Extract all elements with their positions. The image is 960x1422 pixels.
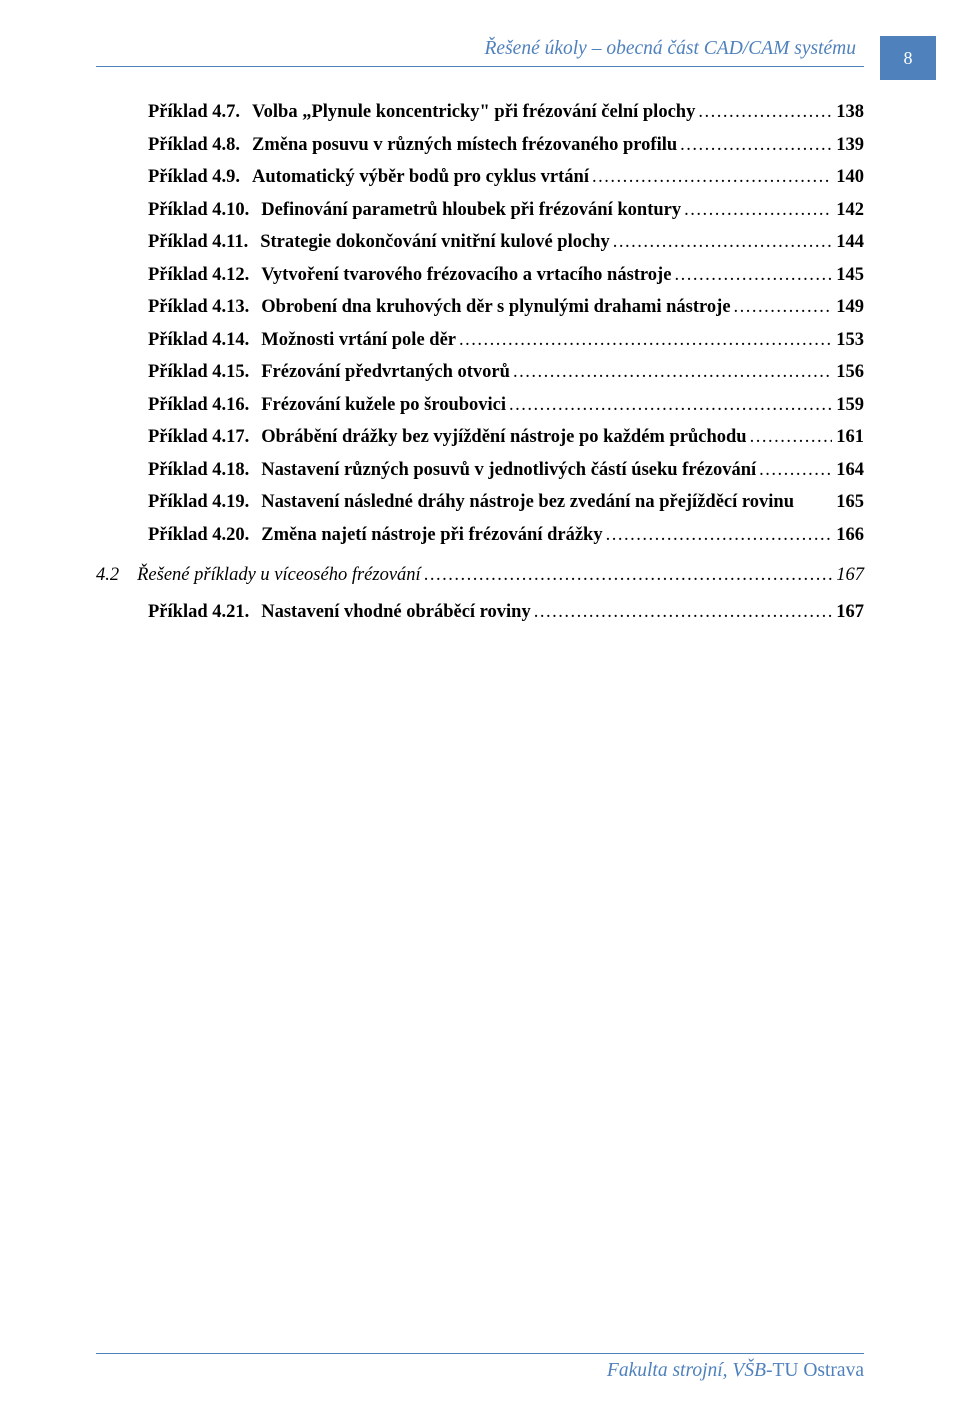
toc-entry-title: Strategie dokončování vnitřní kulové plo…	[260, 233, 609, 252]
running-title: Řešené úkoly – obecná část CAD/CAM systé…	[96, 38, 864, 67]
toc-item[interactable]: Příklad 4.13.Obrobení dna kruhových děr …	[96, 298, 864, 317]
toc-leader: ........................................…	[610, 233, 833, 252]
toc-leader: ........................................…	[677, 136, 832, 155]
toc-entry-page: 139	[832, 136, 864, 155]
toc-item[interactable]: Příklad 4.10.Definování parametrů hloube…	[96, 201, 864, 220]
toc-entry-title: Frézování kužele po šroubovici	[261, 396, 506, 415]
toc-entry-label: Příklad 4.20.	[148, 526, 261, 545]
toc-entry-label: Příklad 4.9.	[148, 168, 252, 187]
toc-entry-page: 166	[832, 526, 864, 545]
toc-entry-page: 149	[832, 298, 864, 317]
toc-item[interactable]: Příklad 4.17.Obrábění drážky bez vyjíždě…	[96, 428, 864, 447]
toc-leader: ........................................…	[695, 103, 832, 122]
toc-entry-label: Příklad 4.12.	[148, 266, 261, 285]
toc-entry-title: Automatický výběr bodů pro cyklus vrtání	[252, 168, 589, 187]
toc-entry-title: Změna posuvu v různých místech frézované…	[252, 136, 677, 155]
toc-entry-label: Příklad 4.14.	[148, 331, 261, 350]
toc-leader: ........................................…	[671, 266, 832, 285]
toc-entry-label: Příklad 4.17.	[148, 428, 261, 447]
toc-entry-label: Příklad 4.19.	[148, 493, 261, 512]
toc-leader: ........................................…	[510, 363, 832, 382]
toc-entry-title: Nastavení následné dráhy nástroje bez zv…	[261, 493, 832, 512]
toc-item[interactable]: Příklad 4.12.Vytvoření tvarového frézova…	[96, 266, 864, 285]
toc-entry-title: Obrábění drážky bez vyjíždění nástroje p…	[261, 428, 746, 447]
toc-entry-label: Příklad 4.8.	[148, 136, 252, 155]
table-of-contents: Příklad 4.7.Volba „Plynule koncentricky"…	[96, 103, 864, 621]
toc-item[interactable]: Příklad 4.16.Frézování kužele po šroubov…	[96, 396, 864, 415]
toc-entry-label: Příklad 4.21.	[148, 603, 261, 622]
footer-text-italic: Fakulta strojní, VŠB	[607, 1360, 766, 1381]
toc-leader: ........................................…	[756, 461, 832, 480]
toc-entry-page: 167	[832, 566, 864, 585]
toc-item[interactable]: Příklad 4.8.Změna posuvu v různých míste…	[96, 136, 864, 155]
toc-entry-label: Příklad 4.10.	[148, 201, 261, 220]
toc-entry-page: 167	[832, 603, 864, 622]
toc-entry-page: 142	[832, 201, 864, 220]
toc-entry-page: 144	[832, 233, 864, 252]
toc-item[interactable]: Příklad 4.11.Strategie dokončování vnitř…	[96, 233, 864, 252]
page: Řešené úkoly – obecná část CAD/CAM systé…	[0, 0, 960, 1422]
toc-entry-title: Frézování předvrtaných otvorů	[261, 363, 510, 382]
page-number: 8	[904, 48, 913, 69]
toc-item[interactable]: Příklad 4.20.Změna najetí nástroje při f…	[96, 526, 864, 545]
toc-leader: ........................................…	[421, 566, 833, 585]
toc-entry-title: Nastavení vhodné obráběcí roviny	[261, 603, 530, 622]
toc-entry-title: Změna najetí nástroje při frézování dráž…	[261, 526, 602, 545]
toc-entry-label: 4.2	[96, 566, 137, 585]
toc-section[interactable]: 4.2Řešené příklady u víceosého frézování…	[96, 566, 864, 585]
toc-entry-label: Příklad 4.16.	[148, 396, 261, 415]
toc-item[interactable]: Příklad 4.18.Nastavení různých posuvů v …	[96, 461, 864, 480]
page-number-box: 8	[880, 36, 936, 80]
running-header: Řešené úkoly – obecná část CAD/CAM systé…	[96, 38, 864, 67]
toc-entry-label: Příklad 4.18.	[148, 461, 261, 480]
toc-entry-page: 153	[832, 331, 864, 350]
toc-entry-title: Vytvoření tvarového frézovacího a vrtací…	[261, 266, 671, 285]
toc-entry-page: 159	[832, 396, 864, 415]
toc-item[interactable]: Příklad 4.14.Možnosti vrtání pole děr...…	[96, 331, 864, 350]
toc-leader: ........................................…	[456, 331, 832, 350]
toc-item[interactable]: Příklad 4.7.Volba „Plynule koncentricky"…	[96, 103, 864, 122]
toc-entry-label: Příklad 4.13.	[148, 298, 261, 317]
toc-item[interactable]: Příklad 4.21.Nastavení vhodné obráběcí r…	[96, 603, 864, 622]
toc-entry-title: Definování parametrů hloubek při frézová…	[261, 201, 681, 220]
toc-leader: ........................................…	[531, 603, 833, 622]
toc-entry-page: 164	[832, 461, 864, 480]
toc-entry-label: Příklad 4.15.	[148, 363, 261, 382]
toc-item[interactable]: Příklad 4.9.Automatický výběr bodů pro c…	[96, 168, 864, 187]
toc-entry-title: Nastavení různých posuvů v jednotlivých …	[261, 461, 756, 480]
toc-item[interactable]: Příklad 4.15.Frézování předvrtaných otvo…	[96, 363, 864, 382]
toc-entry-page: 165	[832, 493, 864, 512]
toc-entry-label: Příklad 4.7.	[148, 103, 252, 122]
toc-item[interactable]: Příklad 4.19.Nastavení následné dráhy ná…	[96, 493, 864, 512]
toc-leader: ........................................…	[681, 201, 832, 220]
toc-leader: ........................................…	[506, 396, 832, 415]
toc-leader: ........................................…	[747, 428, 833, 447]
toc-leader: ........................................…	[589, 168, 832, 187]
toc-entry-page: 145	[832, 266, 864, 285]
toc-leader: ........................................…	[731, 298, 833, 317]
toc-entry-page: 161	[832, 428, 864, 447]
toc-entry-title: Řešené příklady u víceosého frézování	[137, 566, 421, 585]
toc-entry-page: 138	[832, 103, 864, 122]
toc-entry-title: Obrobení dna kruhových děr s plynulými d…	[261, 298, 730, 317]
toc-leader: ........................................…	[603, 526, 833, 545]
toc-entry-page: 140	[832, 168, 864, 187]
toc-entry-title: Volba „Plynule koncentricky" při frézová…	[252, 103, 695, 122]
toc-entry-page: 156	[832, 363, 864, 382]
footer-text-normal: -TU Ostrava	[766, 1360, 864, 1381]
toc-entry-title: Možnosti vrtání pole děr	[261, 331, 456, 350]
toc-entry-label: Příklad 4.11.	[148, 233, 260, 252]
running-footer: Fakulta strojní, VŠB-TU Ostrava	[96, 1353, 864, 1382]
